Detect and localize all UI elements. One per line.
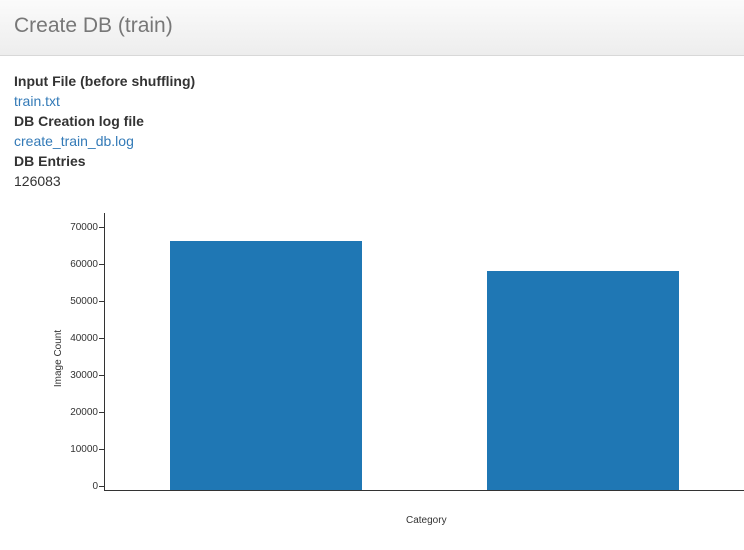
y-tick-mark — [99, 227, 104, 228]
y-tick-mark — [99, 486, 104, 487]
y-tick-mark — [99, 264, 104, 265]
y-tick-label: 50000 — [58, 297, 98, 307]
x-axis-line — [104, 490, 744, 491]
y-tick-mark — [99, 449, 104, 450]
y-tick-label: 20000 — [58, 408, 98, 418]
content-area: Input File (before shuffling) train.txt … — [0, 56, 744, 550]
input-file-link[interactable]: train.txt — [14, 93, 730, 109]
entries-label: DB Entries — [14, 153, 730, 169]
chart-bar — [487, 271, 679, 490]
page-title: Create DB (train) — [14, 14, 730, 38]
chart-bar — [170, 241, 362, 490]
y-tick-mark — [99, 412, 104, 413]
x-axis-label: Category — [406, 515, 447, 526]
header-bar: Create DB (train) — [0, 0, 744, 56]
input-file-label: Input File (before shuffling) — [14, 73, 730, 89]
y-tick-label: 30000 — [58, 371, 98, 381]
y-tick-label: 70000 — [58, 223, 98, 233]
log-file-link[interactable]: create_train_db.log — [14, 133, 730, 149]
bar-chart: Image Count 70000 60000 50000 40000 3000… — [34, 213, 744, 533]
y-tick-label: 0 — [58, 482, 98, 492]
log-file-label: DB Creation log file — [14, 113, 730, 129]
entries-value: 126083 — [14, 173, 730, 189]
y-tick-mark — [99, 301, 104, 302]
y-tick-label: 60000 — [58, 260, 98, 270]
y-axis-line — [104, 213, 105, 491]
y-tick-label: 10000 — [58, 445, 98, 455]
y-tick-label: 40000 — [58, 334, 98, 344]
y-tick-mark — [99, 375, 104, 376]
y-tick-mark — [99, 338, 104, 339]
